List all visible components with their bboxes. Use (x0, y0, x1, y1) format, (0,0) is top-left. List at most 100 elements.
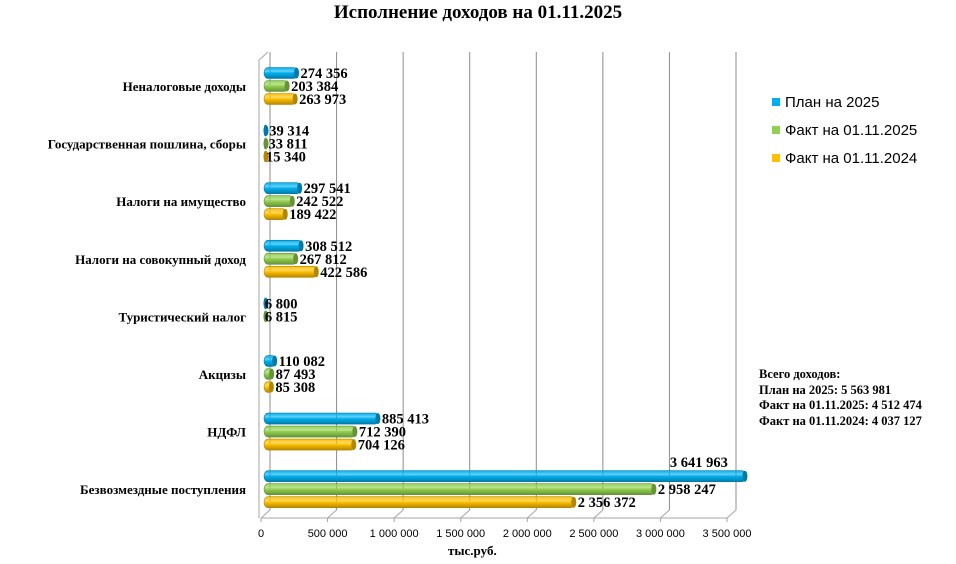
bar-cap (269, 368, 275, 380)
bar-cap (263, 151, 269, 163)
category-label: Государственная пошлина, сборы (48, 137, 246, 152)
legend-item-plan-2025: План на 2025 (772, 88, 917, 116)
floor-gridline (593, 509, 604, 519)
bar (263, 93, 297, 105)
legend-swatch (772, 126, 780, 134)
bar-cap (313, 266, 319, 278)
data-label: 87 493 (276, 367, 316, 383)
bar (263, 483, 656, 496)
x-tick-label: 500 000 (308, 528, 348, 540)
data-label: 6 800 (265, 296, 298, 312)
category-label: Налоги на совокупный доход (75, 252, 246, 267)
data-label: 39 314 (269, 124, 309, 140)
floor-gridline (726, 509, 737, 519)
bar (263, 80, 289, 92)
bar-cap (352, 426, 358, 438)
bar (263, 496, 576, 509)
legend: План на 2025 Факт на 01.11.2025 Факт на … (772, 88, 917, 172)
bar (263, 253, 297, 265)
bar (263, 67, 298, 79)
data-label: 3 641 963 (670, 455, 728, 471)
bar-cap (293, 253, 299, 265)
data-label: 33 811 (269, 137, 308, 153)
data-label: 885 413 (382, 412, 429, 428)
bar-cap (742, 470, 748, 482)
category-label: Неналоговые доходы (123, 79, 246, 94)
bar (263, 470, 747, 483)
totals-fact-2025: Факт на 01.11.2025: 4 512 474 (759, 398, 922, 412)
legend-label: Факт на 01.11.2025 (785, 121, 918, 139)
bar-cap (351, 439, 357, 451)
bar (263, 182, 301, 194)
totals-plan: План на 2025: 5 563 981 (759, 382, 892, 397)
legend-swatch (772, 98, 780, 106)
x-axis-label: тыс.руб. (448, 543, 497, 558)
bar-cap (284, 80, 290, 92)
floor-gridline (660, 509, 670, 519)
bar (263, 195, 294, 207)
totals-heading: Всего доходов: (759, 367, 841, 381)
bar-cap (571, 496, 577, 508)
legend-label: Факт на 01.11.2024 (785, 149, 918, 167)
category-label: Безвозмездные поступления (80, 482, 246, 497)
x-tick-label: 1 500 000 (436, 528, 485, 540)
data-label: 203 384 (291, 79, 338, 95)
data-label: 297 541 (304, 181, 351, 197)
bar (263, 425, 357, 438)
bar-cap (263, 125, 269, 137)
floor-gridline (393, 509, 404, 519)
x-tick-label: 3 500 000 (703, 528, 752, 540)
bar-cap (272, 355, 278, 367)
legend-label: План на 2025 (785, 93, 880, 111)
floor-gridline (526, 509, 537, 519)
bar (263, 438, 356, 451)
bar-cap (289, 195, 295, 207)
bar-cap (263, 138, 269, 150)
bar-cap (651, 483, 657, 495)
x-tick-label: 0 (258, 528, 264, 540)
legend-item-fact-2025: Факт на 01.11.2025 (772, 116, 917, 144)
bar (263, 265, 318, 278)
legend-swatch (772, 154, 780, 162)
x-tick-label: 2 500 000 (569, 528, 618, 540)
chart-title: Исполнение доходов на 01.11.2025 (333, 2, 623, 23)
bar-cap (297, 182, 303, 194)
bar-cap (263, 297, 269, 309)
floor-gridline (327, 509, 337, 519)
data-label: 242 522 (296, 194, 343, 210)
data-label: 704 126 (358, 438, 405, 454)
data-label: 2 958 247 (658, 482, 716, 498)
category-label: Туристический налог (119, 309, 247, 324)
bar-cap (298, 240, 304, 252)
bar-cap (268, 381, 274, 393)
data-label: 110 082 (279, 354, 325, 370)
data-label: 189 422 (289, 207, 336, 223)
bar (263, 412, 380, 425)
data-label: 2 356 372 (578, 495, 636, 511)
bar-cap (263, 310, 269, 322)
data-label: 85 308 (275, 380, 315, 396)
category-label: Налоги на имущество (116, 194, 246, 209)
data-label: 263 973 (299, 92, 346, 108)
data-label: 15 340 (266, 150, 306, 166)
bar-cap (294, 67, 300, 79)
bar-cap (282, 208, 288, 220)
category-label: Акцизы (199, 367, 246, 382)
data-label: 274 356 (301, 66, 348, 82)
data-label: 422 586 (320, 265, 367, 281)
totals-fact-2024: Факт на 01.11.2024: 4 037 127 (759, 413, 922, 428)
bar (263, 240, 303, 252)
bar-cap (375, 413, 381, 425)
floor-gridline (260, 509, 271, 519)
bar-cap (292, 93, 298, 105)
category-label: НДФЛ (207, 425, 246, 440)
data-label: 267 812 (300, 252, 347, 268)
x-tick-label: 2 000 000 (503, 528, 552, 540)
side-wall-top (258, 51, 269, 61)
data-label: 308 512 (305, 239, 352, 255)
totals-annotation: Всего доходов: План на 2025: 5 563 981 Ф… (759, 367, 922, 429)
data-label: 6 815 (265, 309, 298, 325)
data-label: 712 390 (359, 425, 406, 441)
legend-item-fact-2024: Факт на 01.11.2024 (772, 144, 917, 172)
